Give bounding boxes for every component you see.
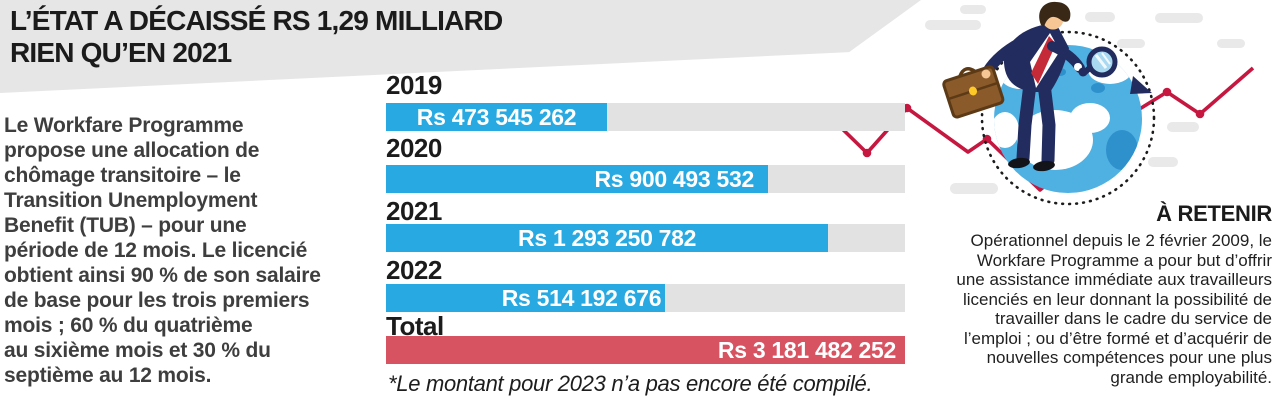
- aside-heading: À RETENIR: [1156, 201, 1272, 226]
- trend-point: [1195, 109, 1205, 119]
- bar-fill-2022: Rs 514 192 676: [386, 284, 666, 312]
- bar-value-2020: Rs 900 493 532: [594, 165, 754, 192]
- businessman: [942, 1, 1088, 172]
- aside-paragraph-line: une assistance immédiate aux travailleur…: [956, 270, 1272, 289]
- bar-label-2022: 2022: [386, 255, 442, 285]
- intro-paragraph-line: septième au 12 mois.: [4, 364, 212, 387]
- cloud-dash: [925, 20, 981, 30]
- hair: [1039, 1, 1071, 27]
- trend-point: [1162, 87, 1172, 97]
- cloud-dash: [1117, 39, 1145, 48]
- intro-paragraph-line: propose une allocation de: [4, 139, 260, 162]
- aside-paragraph-line: grande employabilité.: [1110, 367, 1272, 387]
- intro-paragraph: Le Workfare Programme propose une allocat…: [4, 113, 321, 388]
- cloud-dash: [950, 183, 998, 194]
- headline-line: L’ÉTAT A DÉCAISSÉ RS 1,29 MILLIARD: [10, 5, 503, 36]
- businessman-globe-illustration: [823, 1, 1255, 206]
- bar-track-2022: Rs 514 192 676: [386, 284, 905, 312]
- intro-paragraph-line: Le Workfare Programme: [4, 114, 244, 137]
- bar-track-total: Rs 3 181 482 252: [386, 336, 905, 364]
- trend-point: [862, 148, 872, 158]
- magnifying-glass-icon: [1081, 46, 1118, 78]
- aside-paragraph-line: nouvelles compétences pour une plus: [986, 348, 1272, 367]
- cloud-dash: [1155, 13, 1203, 23]
- bar-value-2019: Rs 473 545 262: [416, 103, 577, 130]
- cloud-dash: [1217, 39, 1245, 48]
- shoe: [1033, 160, 1055, 172]
- chart-footnote: *Le montant pour 2023 n’a pas encore été…: [388, 371, 873, 396]
- bar-fill-total: Rs 3 181 482 252: [386, 336, 905, 364]
- aside-paragraph-line: l’emploi ; ou d’être formé et d’acquérir…: [963, 328, 1272, 348]
- cloud-dash: [1085, 12, 1115, 22]
- bar-value-2021: Rs 1 293 250 782: [518, 224, 697, 251]
- intro-paragraph-line: Benefit (TUB) – pour une: [4, 214, 247, 237]
- intro-paragraph-line: de base pour les trois premiers: [4, 289, 310, 312]
- dotted-orbit: [980, 30, 1156, 206]
- bar-fill-2020: Rs 900 493 532: [386, 165, 768, 193]
- aside-paragraph: Opérationnel depuis le 2 février 2009, l…: [956, 231, 1272, 387]
- cloud-dash: [1167, 122, 1199, 132]
- intro-paragraph-line: au sixième mois et 30 % du: [4, 339, 271, 362]
- headline: L’ÉTAT A DÉCAISSÉ RS 1,29 MILLIARD RIEN Q…: [10, 5, 503, 69]
- aside-paragraph-line: travailler dans le cadre du service de: [995, 309, 1272, 328]
- briefcase-icon: [942, 65, 1005, 119]
- bar-label-2019: 2019: [386, 70, 442, 100]
- headline-line: RIEN QU’EN 2021: [10, 37, 232, 68]
- orbit-arrow-icon: [1130, 76, 1152, 94]
- intro-paragraph-line: obtient ainsi 90 % de son salaire: [4, 264, 321, 287]
- cloud-dash: [960, 5, 986, 14]
- leg: [1037, 77, 1056, 167]
- intro-paragraph-line: Transition Unemployment: [4, 189, 258, 212]
- bar-value-total: Rs 3 181 482 252: [717, 336, 896, 363]
- bar-label-total: Total: [386, 311, 444, 341]
- trend-point: [902, 103, 912, 113]
- cloud-dash: [1148, 157, 1178, 167]
- bar-track-2021: Rs 1 293 250 782: [386, 224, 905, 252]
- bar-value-2022: Rs 514 192 676: [501, 284, 662, 311]
- cloud-dashes: [925, 5, 1245, 194]
- intro-paragraph-line: mois ; 60 % du quatrième: [4, 314, 253, 337]
- aside-paragraph-line: licenciés en leur donnant la possibilité…: [962, 289, 1272, 309]
- bar-label-2020: 2020: [386, 133, 442, 163]
- bar-fill-2019: Rs 473 545 262: [386, 103, 608, 131]
- intro-paragraph-line: période de 12 mois. Le licencié: [4, 239, 308, 262]
- intro-paragraph-line: chômage transitoire – le: [4, 164, 241, 187]
- leg: [1016, 77, 1037, 165]
- hand-left: [981, 69, 991, 79]
- shoe: [1008, 157, 1030, 169]
- aside-paragraph-line: Opérationnel depuis le 2 février 2009, l…: [970, 231, 1272, 250]
- aside-paragraph-line: Workfare Programme a pour but d’offrir: [976, 250, 1272, 270]
- bar-label-2021: 2021: [386, 196, 442, 226]
- bar-fill-2021: Rs 1 293 250 782: [386, 224, 829, 252]
